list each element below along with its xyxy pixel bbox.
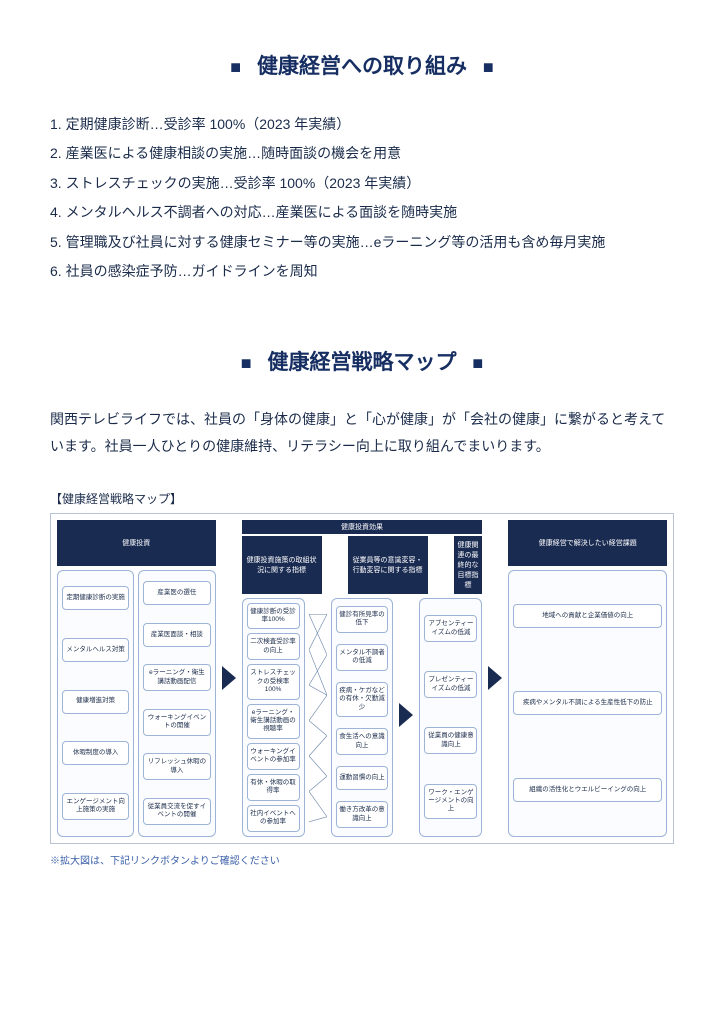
initiative-item: 6. 社員の感染症予防…ガイドラインを周知 (50, 257, 674, 286)
arrow-icon (486, 520, 504, 837)
map-cell: メンタルヘルス対策 (62, 638, 129, 662)
arrow-icon (397, 594, 415, 837)
map-cell: 地域への貢献と企業価値の向上 (513, 604, 662, 628)
map-cell: ストレスチェックの受検率100% (247, 664, 300, 699)
map-col-2a: 健康診断の受診率100% 二次検査受診率の向上 ストレスチェックの受検率100%… (242, 598, 305, 837)
map-cell: eラーニング・衛生講話動画の視聴率 (247, 704, 300, 739)
square-icon: ■ (483, 57, 494, 77)
section1-title-text: 健康経営への取り組み (257, 55, 467, 78)
map-cell: 組織の活性化とウエルビーイングの向上 (513, 778, 662, 802)
map-label: 【健康経営戦略マップ】 (50, 490, 674, 507)
map-cell: エンゲージメント向上施策の実施 (62, 793, 129, 820)
map-cell: リフレッシュ休暇の導入 (143, 753, 210, 780)
initiative-item: 1. 定期健康診断…受診率 100%（2023 年実績） (50, 110, 674, 139)
map-cell: 従業員の健康意識向上 (424, 727, 477, 754)
arrow-icon (220, 520, 238, 837)
initiatives-list: 1. 定期健康診断…受診率 100%（2023 年実績） 2. 産業医による健康… (50, 110, 674, 286)
map-cell: eラーニング・衛生講話動画配信 (143, 664, 210, 691)
map-col-2c: アブセンティーイズムの低減 プレゼンティーイズムの低減 従業員の健康意識向上 ワ… (419, 598, 482, 837)
map-cell: 社内イベントへの参加率 (247, 805, 300, 832)
map-cell: 運動習慣の向上 (336, 766, 389, 790)
initiative-item: 4. メンタルヘルス不調者への対応…産業医による面談を随時実施 (50, 198, 674, 227)
section2-title: ■ 健康経営戦略マップ ■ (50, 346, 674, 376)
map-col-2b: 健診有所見率の低下 メンタル不調者の低減 疾病・ケガなどの有休・欠勤減少 食生活… (331, 598, 394, 837)
map-cell: ワーク・エンゲージメントの向上 (424, 784, 477, 819)
section2-title-text: 健康経営戦略マップ (268, 351, 457, 374)
strategy-map: 健康投資 定期健康診断の実施 メンタルヘルス対策 健康増進対策 休暇制度の導入 … (50, 513, 674, 844)
square-icon: ■ (472, 353, 483, 373)
map-cell: メンタル不調者の低減 (336, 644, 389, 671)
map-cell: 二次検査受診率の向上 (247, 633, 300, 660)
map-subheader-goals: 健康関連の最終的な目標指標 (454, 536, 483, 594)
map-cell: 健康診断の受診率100% (247, 603, 300, 630)
initiative-item: 3. ストレスチェックの実施…受診率 100%（2023 年実績） (50, 169, 674, 198)
map-cell: ウォーキングイベントの参加率 (247, 743, 300, 770)
section2-intro: 関西テレビライフでは、社員の「身体の健康」と「心が健康」が「会社の健康」に繋がる… (50, 406, 674, 459)
map-cell: 産業医面談・相談 (143, 623, 210, 647)
map-cell: 有休・休暇の取得率 (247, 774, 300, 801)
square-icon: ■ (241, 353, 252, 373)
initiative-item: 2. 産業医による健康相談の実施…随時面談の機会を用意 (50, 139, 674, 168)
map-cell: アブセンティーイズムの低減 (424, 615, 477, 642)
map-footnote: ※拡大図は、下記リンクボタンよりご確認ください (50, 852, 674, 867)
map-header-issues: 健康経営で解決したい経営課題 (508, 520, 667, 566)
map-subheader-behavior: 従業員等の意識変容・行動変容に関する指標 (348, 536, 428, 594)
map-cell: 従業員交流を促すイベントの開催 (143, 798, 210, 825)
map-cell: 休暇制度の導入 (62, 741, 129, 765)
map-cell: 健診有所見率の低下 (336, 606, 389, 633)
map-col-1a: 定期健康診断の実施 メンタルヘルス対策 健康増進対策 休暇制度の導入 エンゲージ… (57, 570, 134, 837)
map-cell: 産業医の選任 (143, 581, 210, 605)
map-cell: 健康増進対策 (62, 690, 129, 714)
initiative-item: 5. 管理職及び社員に対する健康セミナー等の実施…eラーニング等の活用も含め毎月… (50, 228, 674, 257)
map-cell: 食生活への意識向上 (336, 728, 389, 755)
map-col-1b: 産業医の選任 産業医面談・相談 eラーニング・衛生講話動画配信 ウォーキングイベ… (138, 570, 215, 837)
map-cell: プレゼンティーイズムの低減 (424, 671, 477, 698)
square-icon: ■ (230, 57, 241, 77)
map-cell: 定期健康診断の実施 (62, 586, 129, 610)
map-header-effect-span: 健康投資効果 (242, 520, 483, 534)
map-cell: 疾病やメンタル不調による生産性低下の防止 (513, 691, 662, 715)
map-header-investment: 健康投資 (57, 520, 216, 566)
section1-title: ■ 健康経営への取り組み ■ (50, 50, 674, 80)
map-subheader-status: 健康投資施策の取組状況に関する指標 (242, 536, 322, 594)
map-cell: 疾病・ケガなどの有休・欠勤減少 (336, 682, 389, 717)
map-cell: ウォーキングイベントの開催 (143, 709, 210, 736)
map-col-3: 地域への貢献と企業価値の向上 疾病やメンタル不調による生産性低下の防止 組織の活… (508, 570, 667, 837)
connector-lines (309, 594, 327, 837)
map-cell: 働き方改革の意識向上 (336, 801, 389, 828)
